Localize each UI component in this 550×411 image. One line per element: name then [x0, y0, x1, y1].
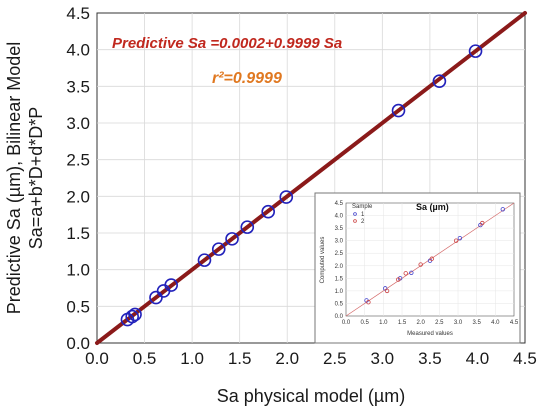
- inset-data-point-series-1: [500, 207, 505, 212]
- y-tick-labels: 0.0 0.5 1.0 1.5 2.0 2.5 3.0 3.5 4.0 4.5: [66, 4, 90, 353]
- y-tick-label: 4.5: [66, 4, 90, 23]
- inset-x-tick-label: 3.0: [454, 320, 463, 326]
- data-point: [468, 44, 483, 58]
- inset-data-point-series-2: [480, 220, 485, 226]
- inset-title: Sa (µm): [416, 202, 449, 212]
- x-tick-labels: 0.0 0.5 1.0 1.5 2.0 2.5 3.0 3.5 4.0 4.5: [85, 349, 537, 368]
- inset-data-point-series-2: [418, 262, 423, 267]
- x-tick-label: 1.0: [180, 349, 204, 368]
- data-point: [261, 204, 276, 219]
- inset-y-tick-label: 4.0: [335, 214, 344, 220]
- data-point: [125, 309, 139, 324]
- data-point: [279, 190, 294, 204]
- inset-y-tick-label: 3.0: [335, 239, 344, 245]
- x-axis-label: Sa physical model (µm): [217, 386, 405, 406]
- inset-legend-label-1: 1: [361, 212, 365, 218]
- x-tick-label: 0.0: [85, 349, 109, 368]
- inset-x-tick-labels: 0.0 0.5 1.0 1.5 2.0 2.5 3.0 3.5 4.0 4.5: [342, 320, 519, 326]
- inset-chart: 0.0 0.5 1.0 1.5 2.0 2.5 3.0 3.5 4.0 4.5 0.0 0.5 1.0…: [314, 192, 521, 344]
- inset-y-tick-label: 4.5: [335, 201, 344, 207]
- equation-annotation: Predictive Sa =0.0002+0.9999 Sa: [112, 35, 342, 52]
- r-squared-annotation: r²=0.9999: [212, 70, 282, 87]
- inset-y-tick-label: 2.0: [335, 264, 344, 270]
- x-tick-label: 3.5: [418, 349, 442, 368]
- y-tick-label: 1.5: [66, 224, 90, 243]
- y-tick-label: 4.0: [66, 41, 90, 60]
- y-axis-label-line2: Sa=a+b*D+d*D*P: [26, 107, 46, 250]
- inset-y-tick-label: 0.5: [335, 301, 344, 307]
- inset-y-tick-label: 2.5: [335, 251, 344, 257]
- y-tick-label: 3.5: [66, 77, 90, 96]
- inset-legend-label-2: 2: [361, 219, 365, 225]
- inset-x-tick-label: 0.5: [360, 320, 369, 326]
- inset-y-tick-label: 3.5: [335, 226, 344, 232]
- x-tick-label: 2.5: [323, 349, 347, 368]
- y-tick-label: 2.0: [66, 187, 90, 206]
- inset-x-tick-label: 2.0: [416, 320, 425, 326]
- inset-x-axis-label: Measured values: [407, 331, 453, 337]
- inset-data-point-series-1: [457, 235, 463, 241]
- data-point: [432, 74, 447, 88]
- data-point: [211, 242, 226, 256]
- y-tick-label: 2.5: [66, 151, 90, 170]
- inset-y-tick-label: 0.0: [335, 314, 344, 320]
- data-point: [225, 232, 239, 246]
- x-tick-label: 4.0: [466, 349, 490, 368]
- inset-data-point-series-2: [396, 277, 401, 282]
- inset-y-tick-label: 1.5: [335, 276, 344, 282]
- inset-x-tick-label: 2.5: [435, 320, 444, 326]
- x-tick-label: 3.0: [371, 349, 395, 368]
- inset-data-point-series-2: [384, 288, 390, 294]
- x-tick-label: 4.5: [513, 349, 537, 368]
- inset-x-tick-label: 1.5: [398, 320, 407, 326]
- inset-grid: [346, 203, 514, 316]
- y-tick-label: 1.0: [66, 261, 90, 280]
- inset-legend-title: Sample: [352, 204, 373, 210]
- inset-y-tick-labels: 0.0 0.5 1.0 1.5 2.0 2.5 3.0 3.5 4.0 4.5: [335, 201, 344, 320]
- data-point: [128, 307, 142, 322]
- data-points: [120, 44, 483, 327]
- data-point: [164, 278, 178, 292]
- x-tick-label: 0.5: [133, 349, 157, 368]
- data-point: [240, 220, 255, 234]
- inset-x-tick-label: 4.5: [510, 320, 519, 326]
- inset-x-tick-label: 3.5: [472, 320, 481, 326]
- inset-data-point-series-2: [429, 256, 435, 261]
- inset-y-tick-label: 1.0: [335, 289, 344, 295]
- x-tick-label: 1.5: [228, 349, 252, 368]
- inset-data-points: [364, 207, 505, 305]
- inset-x-tick-label: 0.0: [342, 320, 351, 326]
- inset-x-tick-label: 4.0: [491, 320, 500, 326]
- inset-data-point-series-2: [403, 271, 408, 276]
- x-tick-label: 2.0: [275, 349, 299, 368]
- y-axis-label-line1: Predictive Sa (µm), Bilinear Model: [4, 42, 24, 314]
- inset-legend-item-1: 1: [353, 212, 365, 218]
- inset-y-axis-label: Computed values: [320, 237, 326, 284]
- y-tick-label: 3.0: [66, 114, 90, 133]
- data-point: [197, 253, 212, 267]
- inset-x-tick-label: 1.0: [379, 320, 388, 326]
- data-point: [391, 103, 406, 118]
- y-tick-label: 0.0: [66, 334, 90, 353]
- inset-legend-item-2: 2: [353, 219, 365, 225]
- inset-data-point-series-2: [366, 299, 371, 305]
- inset-data-point-series-1: [409, 270, 414, 276]
- y-tick-label: 0.5: [66, 297, 90, 316]
- inset-data-point-series-2: [453, 238, 459, 243]
